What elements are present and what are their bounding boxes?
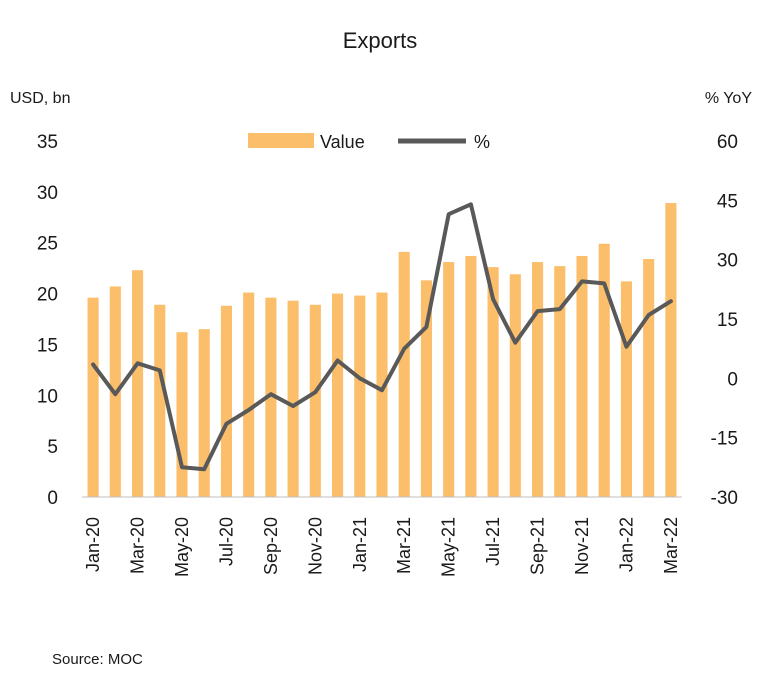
left-axis-tick-label: 25 — [37, 234, 58, 255]
bar-Jun-20 — [198, 329, 210, 497]
left-axis-unit: USD, bn — [10, 90, 70, 107]
right-axis-tick-label: 60 — [717, 132, 738, 153]
x-axis-tick-label: Nov-21 — [572, 517, 592, 575]
right-axis-tick-label: 15 — [717, 310, 738, 331]
x-axis-tick-label: May-21 — [439, 517, 459, 577]
left-axis: 0 5 10 15 20 25 30 35 — [37, 132, 58, 509]
left-axis-tick-label: 5 — [47, 437, 58, 458]
source-note: Source: MOC — [52, 651, 143, 668]
bar-Jan-22 — [620, 281, 632, 497]
legend-swatch-value — [248, 133, 314, 148]
bar-Nov-20 — [309, 304, 321, 497]
x-axis-tick-label: May-20 — [172, 517, 192, 577]
bar-Aug-21 — [509, 274, 521, 497]
bar-May-21 — [443, 262, 455, 497]
legend-label-value: Value — [320, 132, 365, 152]
left-axis-tick-label: 20 — [37, 285, 58, 306]
bar-Jun-21 — [465, 255, 477, 497]
x-axis-tick-label: Jul-21 — [483, 517, 503, 566]
right-axis-tick-label: 45 — [717, 191, 738, 212]
x-axis-tick-label: Jan-20 — [83, 517, 103, 572]
right-axis: -30 -15 0 15 30 45 60 — [711, 132, 738, 509]
bar-Aug-20 — [243, 292, 255, 497]
bar-Mar-20 — [132, 270, 144, 497]
x-axis-tick-label: Jan-21 — [350, 517, 370, 572]
bar-Sep-21 — [532, 262, 544, 497]
right-axis-unit: % YoY — [705, 90, 752, 107]
legend-label-percent: % — [474, 132, 490, 152]
right-axis-tick-label: 30 — [717, 251, 738, 272]
x-axis-tick-label: Sep-21 — [528, 517, 548, 575]
bar-Apr-21 — [420, 280, 432, 497]
right-axis-tick-label: -30 — [711, 488, 738, 509]
bar-Feb-21 — [376, 292, 388, 497]
percent-yoy-line — [91, 202, 673, 472]
bar-Jul-20 — [220, 305, 232, 497]
bar-Sep-20 — [265, 297, 277, 497]
bar-Jan-21 — [354, 295, 366, 497]
bar-Oct-20 — [287, 300, 299, 497]
x-axis: Jan-20 Mar-20 May-20 Jul-20 Sep-20 Nov-20 Jan-… — [83, 517, 681, 577]
bar-Mar-21 — [398, 251, 410, 497]
bar-Nov-21 — [576, 255, 588, 497]
bar-Dec-20 — [332, 293, 344, 497]
x-axis-tick-label: Mar-22 — [661, 517, 681, 574]
legend: Value % — [248, 132, 490, 152]
left-axis-tick-label: 30 — [37, 183, 58, 204]
bar-Feb-22 — [643, 258, 655, 497]
bar-May-20 — [176, 332, 188, 497]
x-axis-tick-label: Sep-20 — [261, 517, 281, 575]
bar-Oct-21 — [554, 266, 566, 497]
x-axis-tick-label: Jul-20 — [216, 517, 236, 566]
left-axis-tick-label: 35 — [37, 132, 58, 153]
x-axis-tick-label: Jan-22 — [616, 517, 636, 572]
x-axis-tick-label: Mar-21 — [394, 517, 414, 574]
x-axis-tick-label: Mar-20 — [128, 517, 148, 574]
bar-Jan-20 — [87, 297, 99, 497]
x-axis-tick-label: Nov-20 — [305, 517, 325, 575]
bar-series — [87, 203, 677, 497]
bar-Mar-22 — [665, 203, 677, 497]
right-axis-tick-label: 0 — [727, 369, 738, 390]
line-series — [91, 202, 673, 472]
bar-Dec-21 — [598, 243, 610, 497]
chart-title: Exports — [343, 28, 418, 53]
left-axis-tick-label: 15 — [37, 335, 58, 356]
bar-Apr-20 — [154, 304, 166, 497]
left-axis-tick-label: 10 — [37, 386, 58, 407]
left-axis-tick-label: 0 — [47, 488, 58, 509]
right-axis-tick-label: -15 — [711, 429, 738, 450]
bar-Jul-21 — [487, 267, 499, 497]
